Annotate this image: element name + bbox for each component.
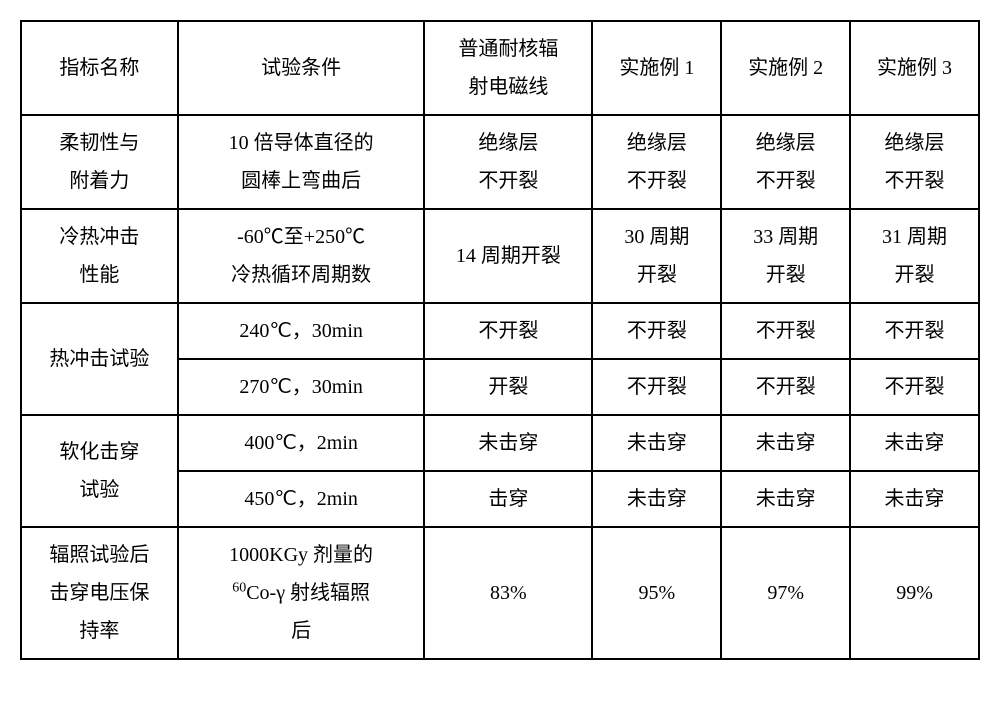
- text: 开裂: [895, 264, 935, 286]
- text: 不开裂: [478, 170, 538, 192]
- cell-indicator-flex: 柔韧性与 附着力: [21, 115, 178, 209]
- cell-value: 83%: [424, 527, 592, 659]
- cell-value: 开裂: [424, 359, 592, 415]
- table-row: 软化击穿 试验 400℃，2min 未击穿 未击穿 未击穿 未击穿: [21, 415, 979, 471]
- text: 柔韧性与: [59, 132, 139, 154]
- text: 射电磁线: [468, 76, 548, 98]
- cell-value: 绝缘层 不开裂: [592, 115, 721, 209]
- cell-value: 97%: [721, 527, 850, 659]
- text: 开裂: [637, 264, 677, 286]
- cell-condition: 270℃，30min: [178, 359, 425, 415]
- results-table: 指标名称 试验条件 普通耐核辐 射电磁线 实施例 1 实施例 2 实施例 3 柔…: [20, 20, 980, 660]
- header-ex3: 实施例 3: [850, 21, 979, 115]
- text: 冷热冲击: [59, 226, 139, 248]
- table-row: 柔韧性与 附着力 10 倍导体直径的 圆棒上弯曲后 绝缘层 不开裂 绝缘层 不开…: [21, 115, 979, 209]
- text: 附着力: [69, 170, 129, 192]
- text: 30 周期: [624, 226, 689, 248]
- text: 击穿电压保: [49, 582, 149, 604]
- superscript: 60: [232, 580, 246, 595]
- text: 开裂: [766, 264, 806, 286]
- cell-value: 不开裂: [721, 359, 850, 415]
- cell-indicator-heatshock: 热冲击试验: [21, 303, 178, 415]
- cell-value: 不开裂: [592, 359, 721, 415]
- text: 辐照试验后: [49, 544, 149, 566]
- text: 圆棒上弯曲后: [241, 170, 361, 192]
- header-ex2: 实施例 2: [721, 21, 850, 115]
- text: 性能: [79, 264, 119, 286]
- cell-condition: 240℃，30min: [178, 303, 425, 359]
- table-header-row: 指标名称 试验条件 普通耐核辐 射电磁线 实施例 1 实施例 2 实施例 3: [21, 21, 979, 115]
- text: -60℃至+250℃: [237, 226, 365, 248]
- text: 持率: [79, 620, 119, 642]
- text: 冷热循环周期数: [231, 264, 371, 286]
- cell-value: 不开裂: [850, 359, 979, 415]
- text: 后: [291, 620, 311, 642]
- cell-condition: 400℃，2min: [178, 415, 425, 471]
- cell-value: 不开裂: [592, 303, 721, 359]
- text: 不开裂: [756, 170, 816, 192]
- header-ordinary: 普通耐核辐 射电磁线: [424, 21, 592, 115]
- cell-value: 击穿: [424, 471, 592, 527]
- text: 不开裂: [885, 170, 945, 192]
- text: 软化击穿: [59, 441, 139, 463]
- cell-value: 未击穿: [592, 415, 721, 471]
- text: 10 倍导体直径的: [229, 132, 374, 154]
- cell-value: 31 周期 开裂: [850, 209, 979, 303]
- cell-value: 14 周期开裂: [424, 209, 592, 303]
- cell-value: 未击穿: [721, 415, 850, 471]
- cell-value: 不开裂: [850, 303, 979, 359]
- table-row: 冷热冲击 性能 -60℃至+250℃ 冷热循环周期数 14 周期开裂 30 周期…: [21, 209, 979, 303]
- cell-value: 未击穿: [721, 471, 850, 527]
- text: 31 周期: [882, 226, 947, 248]
- cell-value: 未击穿: [850, 415, 979, 471]
- cell-value: 未击穿: [592, 471, 721, 527]
- text: 绝缘层: [756, 132, 816, 154]
- header-ex1: 实施例 1: [592, 21, 721, 115]
- cell-value: 99%: [850, 527, 979, 659]
- text: 1000KGy 剂量的: [229, 544, 373, 566]
- cell-indicator-soften: 软化击穿 试验: [21, 415, 178, 527]
- cell-condition: 450℃，2min: [178, 471, 425, 527]
- cell-value: 不开裂: [721, 303, 850, 359]
- cell-indicator-thermal: 冷热冲击 性能: [21, 209, 178, 303]
- table-row: 热冲击试验 240℃，30min 不开裂 不开裂 不开裂 不开裂: [21, 303, 979, 359]
- cell-value: 95%: [592, 527, 721, 659]
- text: Co-γ 射线辐照: [246, 582, 370, 604]
- text: 不开裂: [627, 170, 687, 192]
- cell-condition: 10 倍导体直径的 圆棒上弯曲后: [178, 115, 425, 209]
- cell-condition: 1000KGy 剂量的 60Co-γ 射线辐照 后: [178, 527, 425, 659]
- text: 绝缘层: [885, 132, 945, 154]
- text: 普通耐核辐: [458, 38, 558, 60]
- table-row: 辐照试验后 击穿电压保 持率 1000KGy 剂量的 60Co-γ 射线辐照 后…: [21, 527, 979, 659]
- cell-condition: -60℃至+250℃ 冷热循环周期数: [178, 209, 425, 303]
- cell-value: 未击穿: [850, 471, 979, 527]
- text: 绝缘层: [627, 132, 687, 154]
- cell-value: 绝缘层 不开裂: [850, 115, 979, 209]
- cell-value: 未击穿: [424, 415, 592, 471]
- cell-value: 绝缘层 不开裂: [721, 115, 850, 209]
- text: 试验: [79, 479, 119, 501]
- text: 绝缘层: [478, 132, 538, 154]
- header-condition: 试验条件: [178, 21, 425, 115]
- cell-value: 30 周期 开裂: [592, 209, 721, 303]
- header-indicator: 指标名称: [21, 21, 178, 115]
- cell-indicator-irrad: 辐照试验后 击穿电压保 持率: [21, 527, 178, 659]
- text: 33 周期: [753, 226, 818, 248]
- cell-value: 33 周期 开裂: [721, 209, 850, 303]
- cell-value: 不开裂: [424, 303, 592, 359]
- cell-value: 绝缘层 不开裂: [424, 115, 592, 209]
